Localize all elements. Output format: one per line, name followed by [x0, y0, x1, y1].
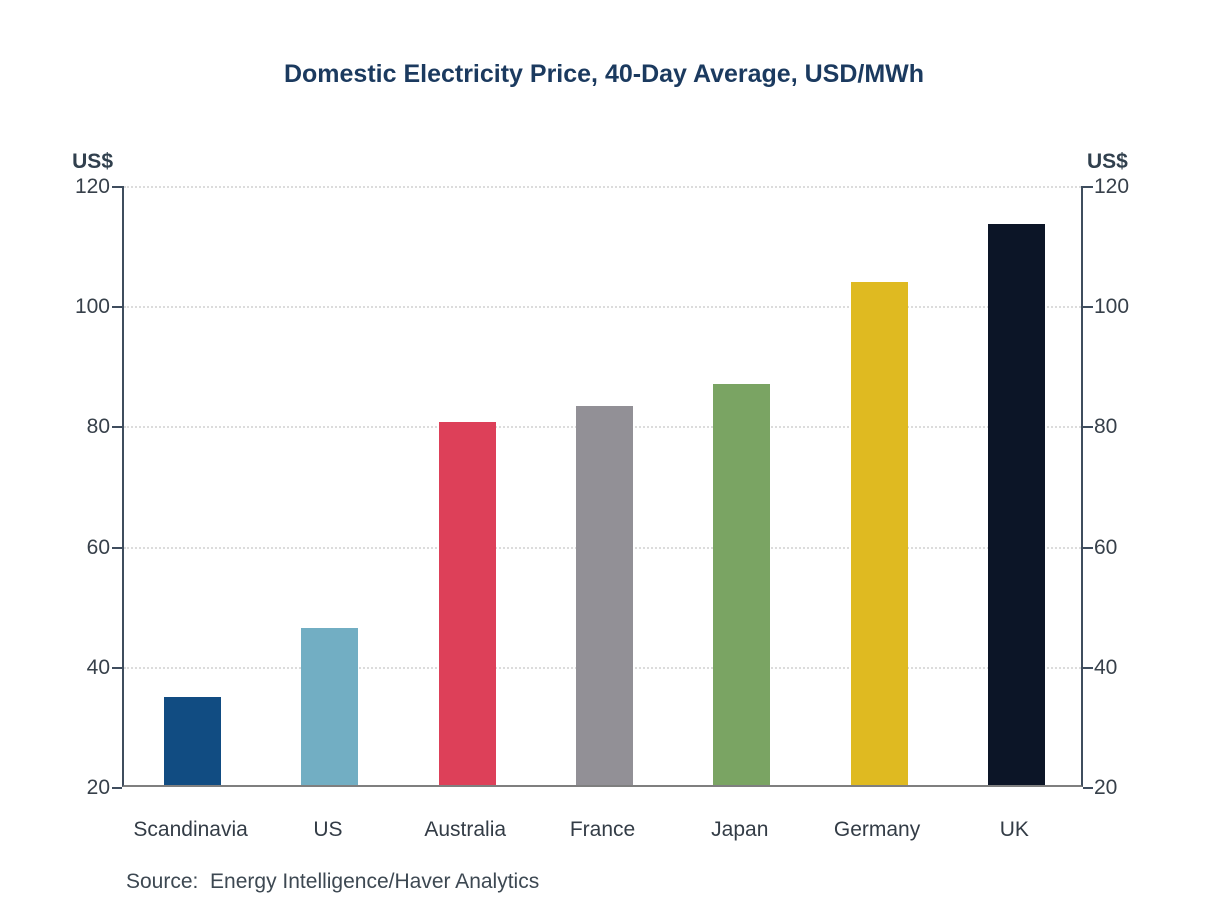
bar-australia	[438, 422, 496, 785]
y-tick-mark-left-120	[112, 186, 122, 188]
x-category-label-scandinavia: Scandinavia	[133, 818, 248, 841]
bar-france	[576, 405, 633, 785]
x-category-label-uk: UK	[999, 818, 1029, 841]
y-tick-mark-right-20	[1083, 787, 1093, 789]
y-tick-label-left-120: 120	[74, 175, 110, 198]
y-tick-label-left-40: 40	[86, 655, 110, 679]
y-tick-mark-right-60	[1083, 546, 1093, 549]
bar-us	[301, 627, 359, 785]
y-tick-label-left-80: 80	[86, 415, 110, 439]
gridline-100	[124, 306, 1081, 309]
y-tick-mark-left-80	[112, 426, 122, 429]
y-axis-unit-left: US$	[72, 150, 113, 173]
y-tick-label-left-60: 60	[86, 535, 110, 559]
y-tick-mark-right-100	[1083, 306, 1093, 309]
source-note: Source: Energy Intelligence/Haver Analyt…	[126, 870, 540, 893]
x-category-label-australia: Australia	[424, 818, 507, 841]
y-tick-label-left-20: 20	[86, 776, 110, 799]
y-tick-mark-right-80	[1083, 426, 1093, 429]
y-tick-label-right-20: 20	[1094, 776, 1118, 799]
plot-area	[122, 186, 1083, 787]
y-tick-label-right-60: 60	[1094, 535, 1118, 559]
y-tick-mark-left-100	[112, 306, 122, 309]
y-axis-unit-right: US$	[1087, 150, 1128, 173]
y-tick-label-right-100: 100	[1094, 295, 1130, 319]
bar-germany	[850, 281, 908, 785]
chart-title: Domestic Electricity Price, 40-Day Avera…	[283, 60, 925, 88]
x-category-label-japan: Japan	[711, 818, 769, 841]
y-tick-label-right-80: 80	[1094, 415, 1118, 439]
y-tick-label-left-100: 100	[74, 295, 110, 319]
x-category-label-germany: Germany	[833, 818, 921, 841]
y-tick-mark-left-60	[112, 546, 122, 549]
bar-japan	[713, 384, 771, 785]
y-tick-label-right-120: 120	[1094, 175, 1130, 198]
y-tick-label-right-40: 40	[1094, 655, 1118, 679]
x-category-label-france: France	[569, 818, 636, 841]
y-tick-mark-right-120	[1083, 186, 1093, 188]
gridline-120	[124, 186, 1081, 188]
y-tick-mark-right-40	[1083, 666, 1093, 669]
bar-uk	[987, 223, 1045, 785]
y-tick-mark-left-40	[112, 666, 122, 669]
y-tick-mark-left-20	[112, 787, 122, 789]
bar-scandinavia	[164, 697, 222, 785]
x-category-label-us: US	[313, 818, 343, 841]
